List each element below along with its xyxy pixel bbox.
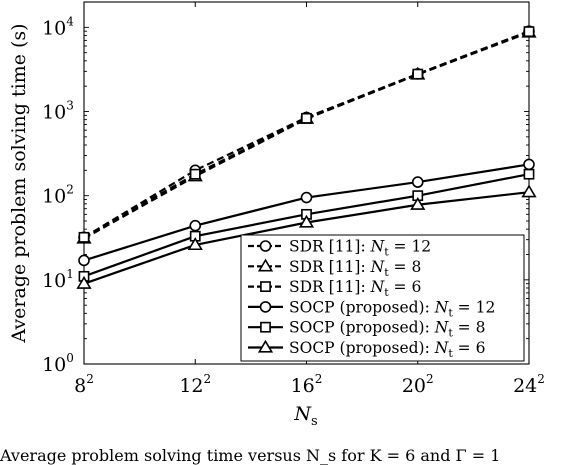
legend-label: SOCP (proposed): Nt = 12	[289, 298, 495, 319]
data-point-3	[523, 158, 535, 171]
legend-marker	[257, 339, 274, 353]
data-point-2	[189, 168, 201, 180]
legend-marker	[259, 240, 272, 252]
legend-box	[240, 234, 525, 362]
x-tick-labels: 82 122 162 202 242	[74, 372, 545, 397]
legend-label: SOCP (proposed): Nt = 6	[289, 339, 485, 360]
figure-caption: Average problem solving time versus N_s …	[0, 446, 501, 465]
y-tick-label: 103	[42, 99, 74, 124]
markers-layer	[76, 24, 537, 289]
data-point-5	[298, 214, 315, 228]
x-tick-label: 162	[291, 372, 323, 397]
data-point-5	[521, 184, 537, 198]
legend-marker	[259, 301, 272, 313]
data-point-3	[411, 176, 424, 188]
data-point-3	[189, 219, 202, 232]
x-tick-label: 82	[74, 372, 94, 397]
y-tick-label: 101	[42, 267, 74, 292]
legend-label: SDR [11]: Nt = 12	[289, 238, 431, 259]
y-axis-label: Average problem solving time (s)	[8, 23, 30, 343]
x-tick-label: 202	[402, 372, 434, 397]
x-tick-label: 242	[513, 372, 545, 397]
data-point-2	[78, 231, 90, 243]
series-line-0	[84, 30, 529, 239]
y-tick-label: 100	[42, 351, 74, 376]
data-point-2	[301, 112, 312, 124]
tick-marks	[83, 1, 530, 365]
series-line-2	[84, 30, 529, 239]
legend-marker	[257, 258, 274, 272]
data-point-3	[300, 191, 313, 204]
legend-marker	[260, 321, 271, 333]
series-line-1	[84, 31, 529, 240]
data-point-4	[523, 168, 535, 180]
data-point-2	[523, 26, 535, 37]
y-tick-labels: 100 101 102 103 104	[42, 14, 74, 376]
data-point-5	[187, 237, 203, 251]
legend-label: SOCP (proposed): Nt = 8	[289, 319, 485, 340]
data-point-3	[78, 254, 90, 267]
legend-marker	[260, 281, 271, 292]
data-point-5	[76, 275, 92, 289]
data-point-5	[410, 196, 426, 210]
x-tick-label: 122	[179, 372, 211, 397]
line-chart: 82 122 162 202 242 100 101 102 103 104 Average p…	[8, 1, 545, 429]
y-tick-label: 104	[42, 14, 74, 39]
x-axis-label: Ns	[293, 403, 317, 429]
y-tick-label: 102	[42, 183, 74, 208]
data-point-2	[412, 68, 424, 80]
legend-label: SDR [11]: Nt = 8	[289, 258, 421, 279]
legend-label: SDR [11]: Nt = 6	[289, 278, 421, 299]
